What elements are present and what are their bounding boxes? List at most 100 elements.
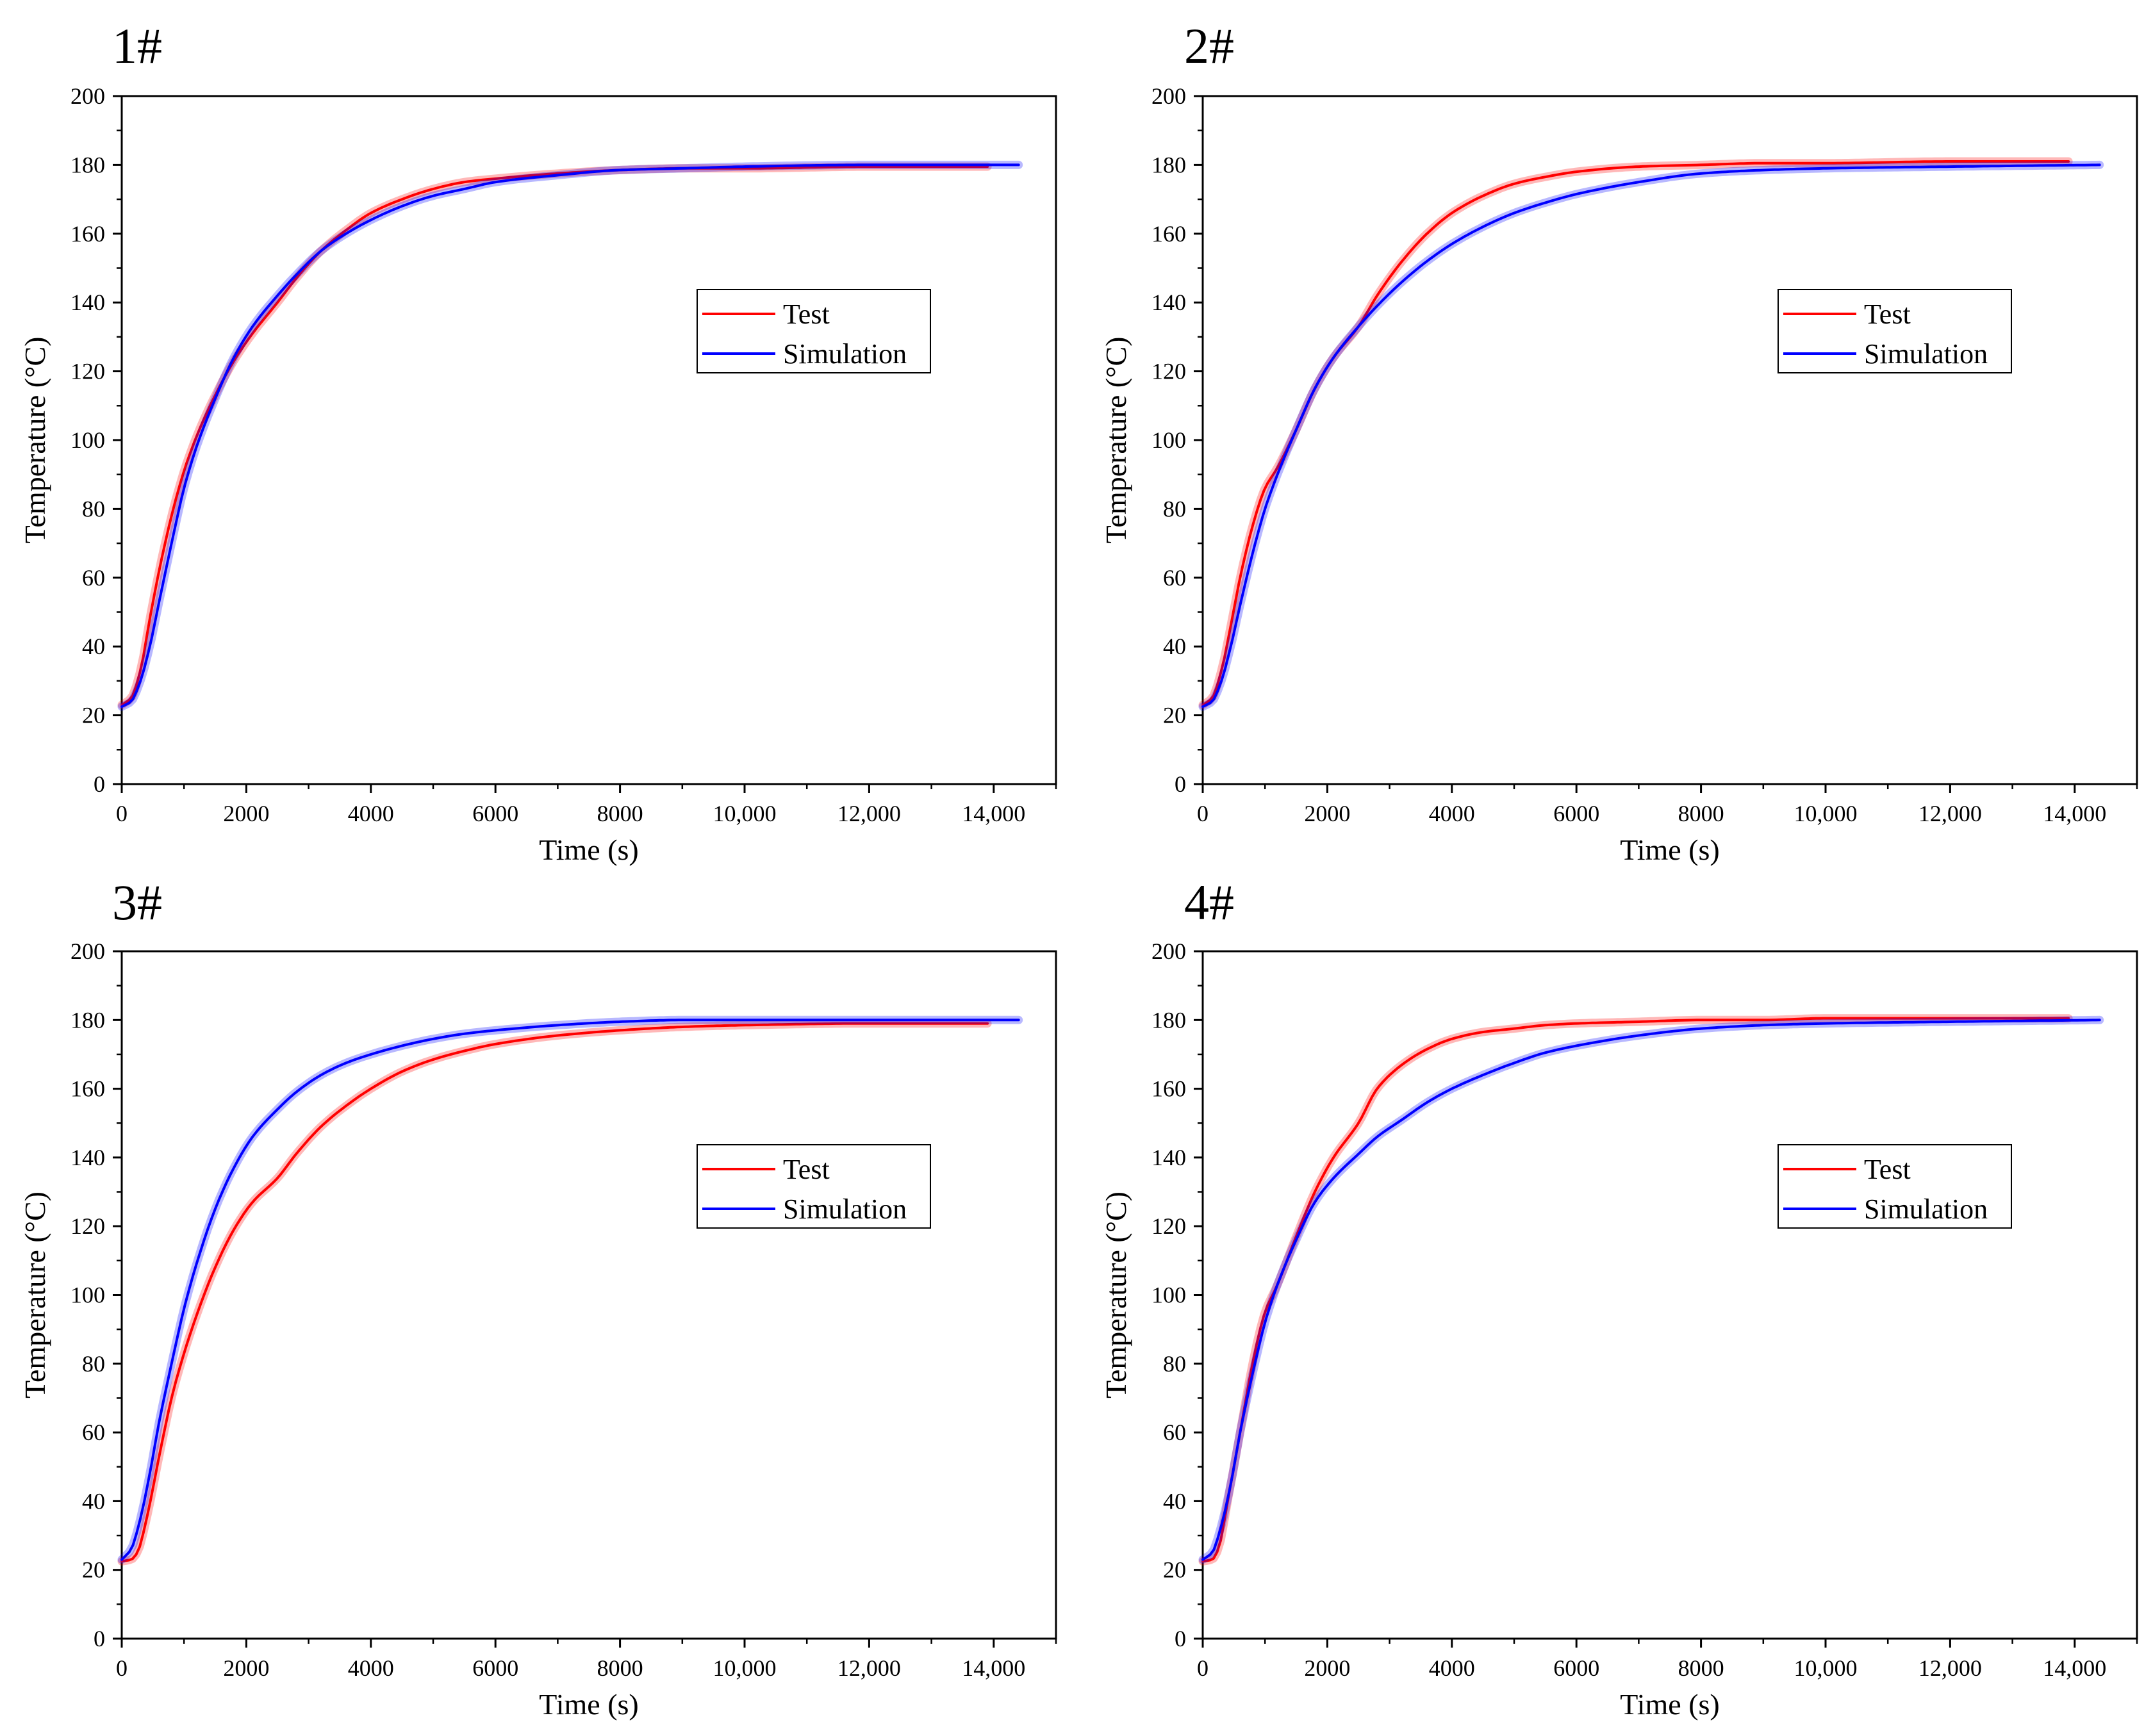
x-tick-label: 2000 xyxy=(1304,801,1350,826)
y-tick-label: 120 xyxy=(70,1213,105,1239)
y-tick-label: 60 xyxy=(1163,1420,1186,1445)
x-tick-label: 8000 xyxy=(597,1655,643,1681)
y-tick-label: 20 xyxy=(1163,703,1186,728)
y-tick-label: 160 xyxy=(70,1076,105,1102)
x-tick-label: 6000 xyxy=(472,1655,518,1681)
y-tick-label: 180 xyxy=(1151,152,1186,177)
y-tick-label: 0 xyxy=(1175,771,1186,797)
x-axis-title: Time (s) xyxy=(539,833,639,866)
y-axis-title: Temperature (°C) xyxy=(1100,337,1132,544)
series-simulation xyxy=(117,1015,1023,1564)
y-tick-label: 20 xyxy=(1163,1557,1186,1583)
series-band xyxy=(117,1019,992,1566)
x-tick-label: 12,000 xyxy=(837,1655,901,1681)
y-axis-title: Temperature (°C) xyxy=(19,337,51,544)
y-tick-label: 160 xyxy=(70,221,105,247)
series-line xyxy=(120,1022,989,1563)
x-tick-label: 10,000 xyxy=(713,1655,777,1681)
x-tick-label: 4000 xyxy=(1429,1655,1475,1681)
x-tick-label: 0 xyxy=(1197,1655,1208,1681)
y-tick-label: 200 xyxy=(70,83,105,109)
y-tick-label: 40 xyxy=(1163,634,1186,659)
legend: Test Simulation xyxy=(1778,289,2012,373)
x-tick-label: 12,000 xyxy=(1918,1655,1982,1681)
x-tick-label: 4000 xyxy=(348,1655,394,1681)
y-tick-label: 200 xyxy=(70,938,105,964)
x-tick-label: 2000 xyxy=(1304,1655,1350,1681)
y-tick-label: 180 xyxy=(1151,1007,1186,1033)
legend: Test Simulation xyxy=(1778,1144,2012,1229)
series-line xyxy=(120,1019,1020,1561)
x-tick-label: 14,000 xyxy=(962,1655,1025,1681)
y-tick-label: 80 xyxy=(1163,1351,1186,1377)
plot-frame xyxy=(1201,95,2138,785)
legend-box xyxy=(697,289,931,373)
panel-label: 4# xyxy=(1184,874,1234,930)
x-tick-label: 6000 xyxy=(1553,801,1599,826)
legend-label-test: Test xyxy=(1864,1154,1911,1185)
legend-label-simulation: Simulation xyxy=(783,338,907,370)
y-tick-label: 0 xyxy=(94,771,105,797)
x-tick-label: 12,000 xyxy=(837,801,901,826)
y-tick-label: 200 xyxy=(1151,83,1186,109)
x-tick-label: 12,000 xyxy=(1918,801,1982,826)
x-tick-label: 0 xyxy=(116,1655,128,1681)
x-axis-title: Time (s) xyxy=(1620,833,1720,866)
legend-label-simulation: Simulation xyxy=(1864,338,1988,370)
plot-frame xyxy=(120,95,1057,785)
y-tick-label: 60 xyxy=(82,565,105,591)
y-tick-label: 60 xyxy=(82,1420,105,1445)
legend-label-test: Test xyxy=(783,299,830,330)
y-tick-label: 140 xyxy=(70,1145,105,1170)
y-tick-label: 40 xyxy=(82,1488,105,1514)
series-simulation xyxy=(117,160,1023,711)
x-tick-label: 10,000 xyxy=(1794,801,1858,826)
series-band xyxy=(1198,1015,2104,1564)
x-axis-title: Time (s) xyxy=(1620,1688,1720,1721)
legend-label-simulation: Simulation xyxy=(783,1193,907,1225)
x-tick-label: 2000 xyxy=(223,801,269,826)
x-tick-label: 8000 xyxy=(1678,1655,1724,1681)
x-tick-label: 4000 xyxy=(348,801,394,826)
plot-frame xyxy=(120,950,1057,1640)
plot-frame xyxy=(1201,950,2138,1640)
series-line xyxy=(1201,1019,2101,1561)
series-line xyxy=(120,163,1020,708)
y-tick-label: 140 xyxy=(1151,290,1186,315)
series-line xyxy=(1201,1017,2070,1563)
legend-box xyxy=(1778,289,2012,373)
series-line xyxy=(120,165,989,707)
x-tick-label: 8000 xyxy=(1678,801,1724,826)
y-tick-label: 60 xyxy=(1163,565,1186,591)
legend-label-simulation: Simulation xyxy=(1864,1193,1988,1225)
y-tick-label: 180 xyxy=(70,152,105,177)
series-band xyxy=(117,160,1023,711)
y-tick-label: 40 xyxy=(1163,1488,1186,1514)
x-tick-label: 0 xyxy=(1197,801,1208,826)
x-tick-label: 6000 xyxy=(1553,1655,1599,1681)
legend: Test Simulation xyxy=(697,289,931,373)
y-tick-label: 180 xyxy=(70,1007,105,1033)
series-simulation xyxy=(1198,1015,2104,1564)
series-test xyxy=(1198,157,2073,709)
x-tick-label: 10,000 xyxy=(713,801,777,826)
y-axis-title: Temperature (°C) xyxy=(19,1191,51,1398)
y-tick-label: 80 xyxy=(82,1351,105,1377)
y-tick-label: 40 xyxy=(82,634,105,659)
y-tick-label: 80 xyxy=(82,496,105,521)
legend-box xyxy=(697,1144,931,1229)
legend-box xyxy=(1778,1144,2012,1229)
x-tick-label: 0 xyxy=(116,801,128,826)
series-band xyxy=(1198,1014,2073,1566)
series-band xyxy=(117,162,992,709)
y-tick-label: 100 xyxy=(1151,427,1186,453)
y-tick-label: 140 xyxy=(1151,1145,1186,1170)
y-axis-title: Temperature (°C) xyxy=(1100,1191,1132,1398)
x-tick-label: 8000 xyxy=(597,801,643,826)
legend: Test Simulation xyxy=(697,1144,931,1229)
y-tick-label: 160 xyxy=(1151,221,1186,247)
y-tick-label: 140 xyxy=(70,290,105,315)
panel-label: 1# xyxy=(112,18,162,74)
panel-label: 3# xyxy=(112,874,162,930)
